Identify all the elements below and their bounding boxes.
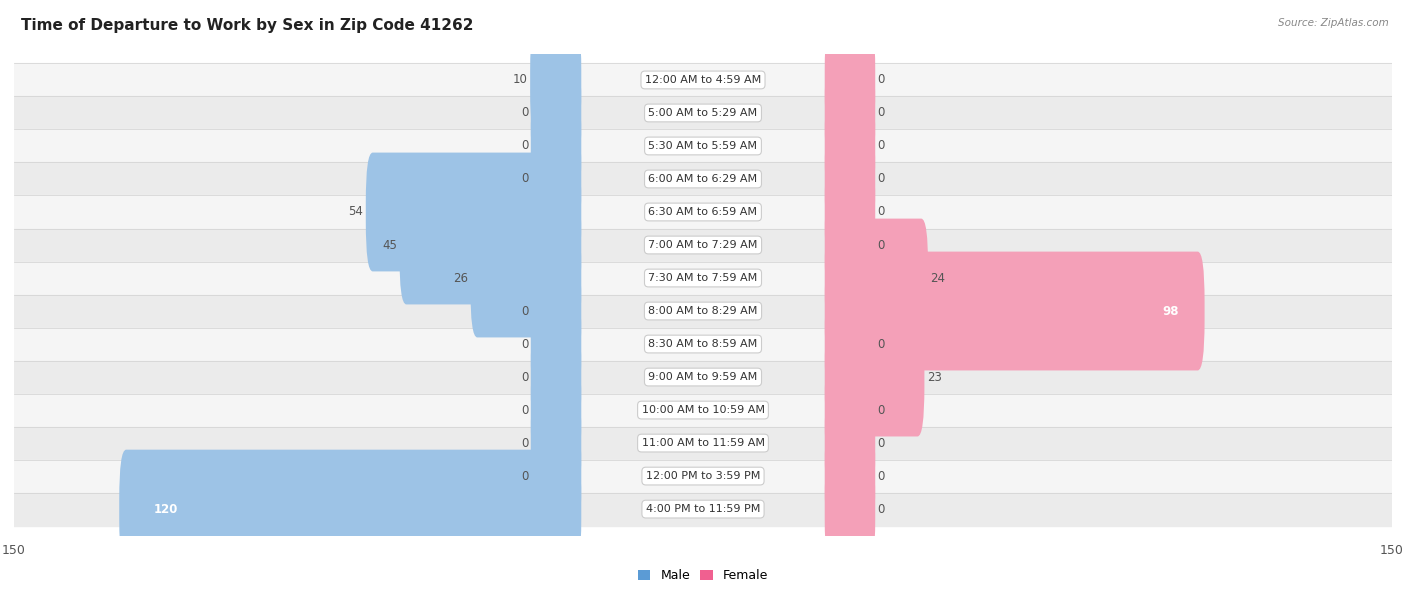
FancyBboxPatch shape: [825, 152, 875, 271]
Text: 0: 0: [522, 107, 529, 120]
Bar: [0, 196, 1406, 228]
Text: 0: 0: [877, 437, 884, 450]
FancyBboxPatch shape: [366, 152, 581, 271]
FancyBboxPatch shape: [825, 21, 875, 139]
Text: 26: 26: [453, 271, 468, 284]
Bar: [0, 96, 1406, 130]
Text: 5:30 AM to 5:59 AM: 5:30 AM to 5:59 AM: [648, 141, 758, 151]
Text: 0: 0: [877, 107, 884, 120]
FancyBboxPatch shape: [531, 120, 581, 239]
Text: 24: 24: [931, 271, 945, 284]
Text: 54: 54: [349, 205, 364, 218]
Text: 7:30 AM to 7:59 AM: 7:30 AM to 7:59 AM: [648, 273, 758, 283]
Text: 6:30 AM to 6:59 AM: 6:30 AM to 6:59 AM: [648, 207, 758, 217]
Text: 0: 0: [522, 469, 529, 483]
Text: 0: 0: [877, 469, 884, 483]
Text: 6:00 AM to 6:29 AM: 6:00 AM to 6:29 AM: [648, 174, 758, 184]
FancyBboxPatch shape: [825, 350, 875, 469]
Bar: [0, 327, 1406, 361]
Text: 0: 0: [877, 403, 884, 416]
Text: 10: 10: [513, 73, 527, 86]
FancyBboxPatch shape: [825, 284, 875, 403]
FancyBboxPatch shape: [825, 120, 875, 239]
Text: 9:00 AM to 9:59 AM: 9:00 AM to 9:59 AM: [648, 372, 758, 382]
FancyBboxPatch shape: [471, 218, 581, 337]
FancyBboxPatch shape: [825, 450, 875, 568]
Text: 45: 45: [382, 239, 396, 252]
FancyBboxPatch shape: [825, 54, 875, 173]
Text: 0: 0: [522, 437, 529, 450]
Bar: [0, 228, 1406, 262]
Text: Source: ZipAtlas.com: Source: ZipAtlas.com: [1278, 18, 1389, 28]
Text: 12:00 AM to 4:59 AM: 12:00 AM to 4:59 AM: [645, 75, 761, 85]
Text: 0: 0: [877, 205, 884, 218]
Text: 0: 0: [877, 73, 884, 86]
Text: 0: 0: [522, 371, 529, 384]
Text: 0: 0: [877, 239, 884, 252]
Text: Time of Departure to Work by Sex in Zip Code 41262: Time of Departure to Work by Sex in Zip …: [21, 18, 474, 33]
FancyBboxPatch shape: [531, 252, 581, 371]
Bar: [0, 262, 1406, 295]
FancyBboxPatch shape: [825, 218, 928, 337]
Text: 4:00 PM to 11:59 PM: 4:00 PM to 11:59 PM: [645, 504, 761, 514]
Bar: [0, 361, 1406, 393]
FancyBboxPatch shape: [399, 186, 581, 305]
FancyBboxPatch shape: [825, 384, 875, 503]
Text: 7:00 AM to 7:29 AM: 7:00 AM to 7:29 AM: [648, 240, 758, 250]
Text: 12:00 PM to 3:59 PM: 12:00 PM to 3:59 PM: [645, 471, 761, 481]
FancyBboxPatch shape: [531, 318, 581, 437]
Text: 0: 0: [522, 305, 529, 318]
FancyBboxPatch shape: [825, 416, 875, 536]
FancyBboxPatch shape: [120, 450, 581, 568]
Text: 5:00 AM to 5:29 AM: 5:00 AM to 5:29 AM: [648, 108, 758, 118]
Bar: [0, 64, 1406, 96]
Text: 23: 23: [927, 371, 942, 384]
Text: 8:30 AM to 8:59 AM: 8:30 AM to 8:59 AM: [648, 339, 758, 349]
Text: 120: 120: [153, 503, 179, 516]
Text: 0: 0: [877, 173, 884, 186]
Bar: [0, 162, 1406, 196]
FancyBboxPatch shape: [530, 21, 581, 139]
Text: 0: 0: [877, 139, 884, 152]
FancyBboxPatch shape: [531, 86, 581, 205]
FancyBboxPatch shape: [531, 284, 581, 403]
FancyBboxPatch shape: [531, 54, 581, 173]
Text: 8:00 AM to 8:29 AM: 8:00 AM to 8:29 AM: [648, 306, 758, 316]
FancyBboxPatch shape: [825, 186, 875, 305]
FancyBboxPatch shape: [531, 384, 581, 503]
FancyBboxPatch shape: [825, 86, 875, 205]
Bar: [0, 459, 1406, 493]
Bar: [0, 427, 1406, 459]
Text: 0: 0: [522, 139, 529, 152]
Text: 0: 0: [877, 503, 884, 516]
Bar: [0, 493, 1406, 525]
Text: 0: 0: [877, 337, 884, 350]
Text: 0: 0: [522, 403, 529, 416]
FancyBboxPatch shape: [825, 252, 1205, 371]
FancyBboxPatch shape: [825, 318, 924, 437]
Bar: [0, 130, 1406, 162]
Text: 0: 0: [522, 337, 529, 350]
FancyBboxPatch shape: [531, 416, 581, 536]
FancyBboxPatch shape: [531, 350, 581, 469]
Text: 11:00 AM to 11:59 AM: 11:00 AM to 11:59 AM: [641, 438, 765, 448]
Text: 10:00 AM to 10:59 AM: 10:00 AM to 10:59 AM: [641, 405, 765, 415]
Text: 0: 0: [522, 173, 529, 186]
Text: 98: 98: [1163, 305, 1180, 318]
Bar: [0, 393, 1406, 427]
Legend: Male, Female: Male, Female: [633, 564, 773, 587]
Bar: [0, 295, 1406, 327]
